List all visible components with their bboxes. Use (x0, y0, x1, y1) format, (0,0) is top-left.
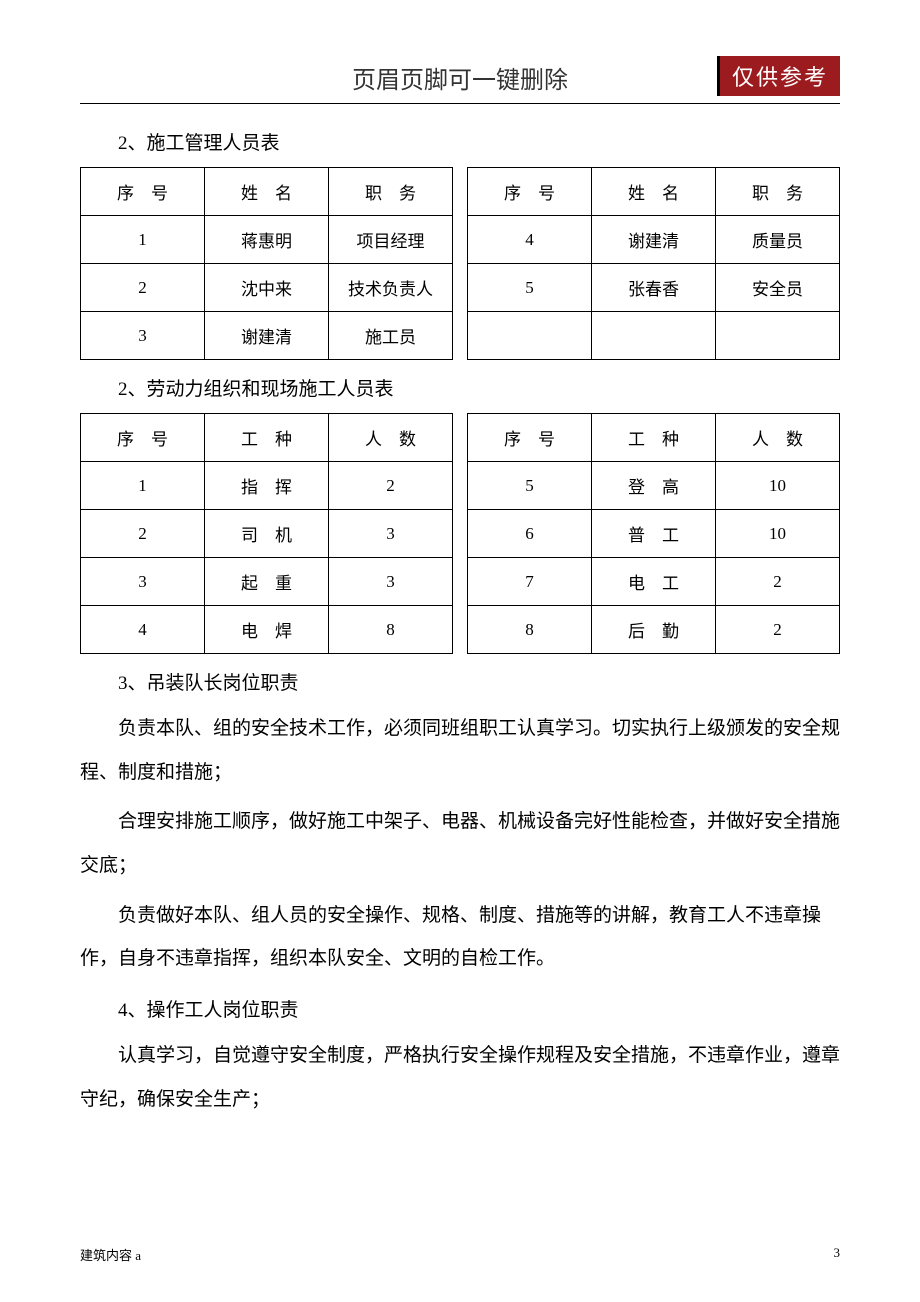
footer-left: 建筑内容 a (80, 1245, 141, 1264)
cell-name: 谢建清 (592, 216, 716, 264)
cell-seq: 3 (81, 558, 205, 606)
table-row: 6 普 工 10 (468, 510, 840, 558)
cell-count: 2 (716, 606, 840, 654)
labor-table-left: 序 号 工 种 人 数 1 指 挥 2 2 司 机 3 3 起 重 3 4 电 (80, 413, 453, 654)
cell-seq: 4 (468, 216, 592, 264)
body-paragraph: 负责本队、组的安全技术工作，必须同班组职工认真学习。切实执行上级颁发的安全规程、… (80, 707, 840, 794)
cell-name (592, 312, 716, 360)
table-row: 3 起 重 3 (81, 558, 453, 606)
cell-count: 3 (329, 558, 453, 606)
table-row: 序 号 姓 名 职 务 (81, 168, 453, 216)
table-row (468, 312, 840, 360)
cell-seq: 7 (468, 558, 592, 606)
section-title-4: 4、操作工人岗位职责 (80, 995, 840, 1022)
page-number: 3 (834, 1245, 841, 1264)
cell-role: 技术负责人 (329, 264, 453, 312)
cell-type: 司 机 (205, 510, 329, 558)
table-row: 1 蒋惠明 项目经理 (81, 216, 453, 264)
cell-type: 登 高 (592, 462, 716, 510)
table-row: 7 电 工 2 (468, 558, 840, 606)
reference-stamp: 仅供参考 (717, 56, 840, 96)
cell-count: 8 (329, 606, 453, 654)
body-paragraph: 合理安排施工顺序，做好施工中架子、电器、机械设备完好性能检查，并做好安全措施交底… (80, 800, 840, 887)
cell-role: 项目经理 (329, 216, 453, 264)
cell-count: 2 (329, 462, 453, 510)
cell-type: 指 挥 (205, 462, 329, 510)
cell-count: 10 (716, 462, 840, 510)
cell-seq: 5 (468, 462, 592, 510)
cell-type: 后 勤 (592, 606, 716, 654)
section-title-2: 2、劳动力组织和现场施工人员表 (80, 374, 840, 401)
body-paragraph: 负责做好本队、组人员的安全操作、规格、制度、措施等的讲解，教育工人不违章操作，自… (80, 894, 840, 981)
table-row: 2 司 机 3 (81, 510, 453, 558)
col-seq: 序 号 (81, 414, 205, 462)
col-name: 姓 名 (592, 168, 716, 216)
cell-name: 谢建清 (205, 312, 329, 360)
table-row: 3 谢建清 施工员 (81, 312, 453, 360)
cell-count: 3 (329, 510, 453, 558)
cell-seq: 2 (81, 510, 205, 558)
cell-seq: 6 (468, 510, 592, 558)
cell-type: 起 重 (205, 558, 329, 606)
col-role: 职 务 (329, 168, 453, 216)
col-count: 人 数 (716, 414, 840, 462)
table-row: 4 谢建清 质量员 (468, 216, 840, 264)
cell-count: 2 (716, 558, 840, 606)
cell-type: 电 焊 (205, 606, 329, 654)
section-title-1: 2、施工管理人员表 (80, 128, 840, 155)
header-divider (80, 103, 840, 104)
cell-role: 施工员 (329, 312, 453, 360)
cell-type: 普 工 (592, 510, 716, 558)
table-row: 序 号 工 种 人 数 (468, 414, 840, 462)
col-role: 职 务 (716, 168, 840, 216)
table-row: 8 后 勤 2 (468, 606, 840, 654)
cell-seq: 1 (81, 216, 205, 264)
cell-seq: 5 (468, 264, 592, 312)
cell-count: 10 (716, 510, 840, 558)
cell-name: 蒋惠明 (205, 216, 329, 264)
table-row: 5 张春香 安全员 (468, 264, 840, 312)
personnel-table-right: 序 号 姓 名 职 务 4 谢建清 质量员 5 张春香 安全员 (467, 167, 840, 360)
table-row: 序 号 工 种 人 数 (81, 414, 453, 462)
section-title-3: 3、吊装队长岗位职责 (80, 668, 840, 695)
cell-seq: 2 (81, 264, 205, 312)
cell-role (716, 312, 840, 360)
labor-table-right: 序 号 工 种 人 数 5 登 高 10 6 普 工 10 7 电 工 2 8 (467, 413, 840, 654)
col-seq: 序 号 (468, 414, 592, 462)
cell-type: 电 工 (592, 558, 716, 606)
table-row: 4 电 焊 8 (81, 606, 453, 654)
cell-seq (468, 312, 592, 360)
personnel-table-group: 序 号 姓 名 职 务 1 蒋惠明 项目经理 2 沈中来 技术负责人 3 谢建清… (80, 167, 840, 360)
col-type: 工 种 (205, 414, 329, 462)
personnel-table-left: 序 号 姓 名 职 务 1 蒋惠明 项目经理 2 沈中来 技术负责人 3 谢建清… (80, 167, 453, 360)
col-seq: 序 号 (81, 168, 205, 216)
table-row: 5 登 高 10 (468, 462, 840, 510)
col-name: 姓 名 (205, 168, 329, 216)
page-footer: 建筑内容 a 3 (80, 1245, 840, 1264)
cell-seq: 8 (468, 606, 592, 654)
col-type: 工 种 (592, 414, 716, 462)
labor-table-group: 序 号 工 种 人 数 1 指 挥 2 2 司 机 3 3 起 重 3 4 电 (80, 413, 840, 654)
cell-role: 质量员 (716, 216, 840, 264)
table-row: 2 沈中来 技术负责人 (81, 264, 453, 312)
header-title: 页眉页脚可一键删除 (352, 60, 568, 95)
cell-seq: 4 (81, 606, 205, 654)
cell-name: 张春香 (592, 264, 716, 312)
cell-role: 安全员 (716, 264, 840, 312)
col-count: 人 数 (329, 414, 453, 462)
cell-name: 沈中来 (205, 264, 329, 312)
body-paragraph: 认真学习，自觉遵守安全制度，严格执行安全操作规程及安全措施，不违章作业，遵章守纪… (80, 1034, 840, 1121)
table-row: 序 号 姓 名 职 务 (468, 168, 840, 216)
cell-seq: 3 (81, 312, 205, 360)
cell-seq: 1 (81, 462, 205, 510)
table-row: 1 指 挥 2 (81, 462, 453, 510)
page-header: 页眉页脚可一键删除 仅供参考 (80, 60, 840, 95)
col-seq: 序 号 (468, 168, 592, 216)
